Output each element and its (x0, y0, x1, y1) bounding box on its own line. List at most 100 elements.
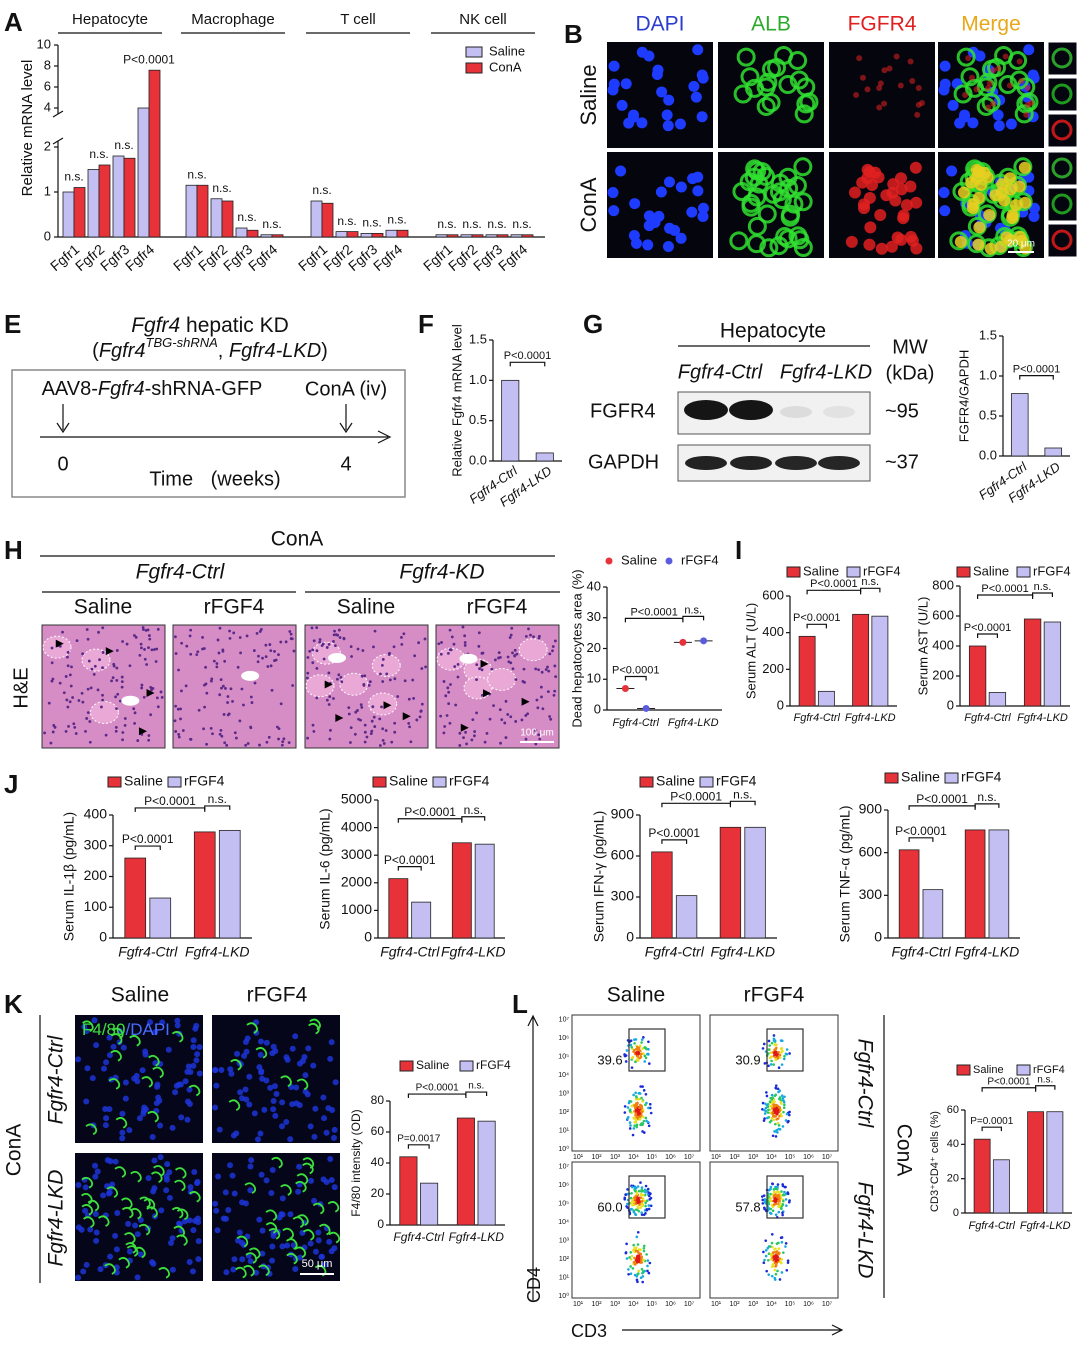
bar (335, 231, 348, 238)
event (637, 1189, 641, 1193)
event (639, 1192, 643, 1196)
bar (817, 690, 835, 707)
event (782, 1057, 786, 1061)
event (773, 1039, 777, 1042)
nucleus (119, 1110, 126, 1117)
y-tick-label: 10⁶ (558, 1182, 569, 1189)
nucleus (244, 743, 248, 747)
significance-label: n.s. (464, 803, 483, 817)
nucleus (204, 665, 207, 669)
bar (485, 234, 498, 238)
nucleus (284, 640, 288, 644)
legend-swatch (459, 1060, 474, 1072)
nucleus (372, 715, 376, 719)
nucleus (212, 659, 216, 663)
macrophage (230, 1059, 242, 1071)
x-tick-label: Fgfr4-Ctrl (393, 1230, 444, 1244)
event (777, 1097, 781, 1101)
event (779, 1100, 783, 1104)
nucleus (253, 1029, 260, 1036)
significance-label: P<0.0001 (416, 1083, 460, 1094)
nucleus (463, 641, 467, 644)
event (631, 1267, 635, 1270)
nucleus (242, 703, 245, 707)
signal (848, 186, 861, 199)
event (785, 1112, 789, 1116)
nucleus (552, 693, 556, 697)
y-tick-label: 10⁵ (558, 1200, 569, 1207)
nucleus (218, 1067, 225, 1074)
significance-bracket (981, 1126, 1002, 1132)
nucleus (296, 1060, 303, 1067)
nucleus (75, 1056, 82, 1063)
event (785, 1268, 789, 1272)
nucleus (342, 636, 346, 640)
nucleus (101, 626, 105, 630)
row-label: Fgfr4-Ctrl (853, 1039, 876, 1129)
event (642, 1213, 646, 1217)
nucleus (213, 1082, 220, 1089)
y-tick-label: 80 (371, 1093, 385, 1107)
event (765, 1091, 768, 1094)
nucleus (149, 1134, 156, 1141)
nucleus (992, 109, 1004, 121)
significance-bracket (908, 805, 976, 810)
nucleus (195, 653, 199, 657)
signal (1024, 101, 1031, 108)
event (762, 1194, 766, 1197)
event (640, 1267, 644, 1271)
event (640, 1258, 643, 1262)
nucleus (696, 111, 708, 123)
y-tick-label: 10⁵ (558, 1053, 569, 1060)
y-tick-label: 10⁶ (558, 1035, 569, 1042)
event (769, 1207, 773, 1211)
y-axis-label: Serum IL-6 (pg/mL) (317, 808, 333, 929)
nucleus (185, 1063, 192, 1070)
event (640, 1211, 643, 1215)
event (634, 1213, 638, 1217)
y-tick-label: 3000 (341, 846, 372, 862)
event (783, 1103, 786, 1107)
event (645, 1253, 648, 1256)
nucleus (231, 1256, 238, 1263)
nucleus (111, 676, 115, 680)
nucleus (246, 742, 250, 745)
band (729, 400, 773, 420)
nucleus (338, 636, 342, 639)
x-tick-label: 10³ (610, 1301, 621, 1308)
cell (756, 166, 776, 186)
event (640, 1256, 643, 1260)
nucleus (1028, 210, 1040, 222)
cell (787, 176, 807, 196)
event (632, 1261, 636, 1264)
signal (972, 238, 985, 251)
cell (998, 75, 1018, 95)
macrophage (296, 1078, 309, 1091)
nucleus (180, 689, 183, 693)
nucleus (411, 678, 415, 682)
event (771, 1205, 775, 1208)
nucleus (94, 1168, 101, 1175)
nucleus (120, 675, 124, 679)
y-tick-label: 10³ (559, 1090, 570, 1097)
significance-label: n.s. (684, 604, 702, 616)
nucleus (315, 626, 319, 630)
nucleus (407, 697, 411, 701)
nucleus (107, 1253, 114, 1260)
significance-label: P<0.0001 (916, 792, 968, 806)
nucleus (116, 692, 120, 696)
nucleus (271, 1083, 278, 1090)
nucleus (51, 730, 55, 734)
event (640, 1052, 643, 1056)
nucleus (93, 1237, 100, 1244)
macrophage (302, 1229, 315, 1241)
signal (907, 58, 914, 65)
nucleus (227, 1162, 234, 1169)
cell (1009, 70, 1029, 90)
event (781, 1202, 785, 1206)
macrophage (258, 1264, 270, 1277)
nucleus (268, 1190, 275, 1197)
nucleus (403, 679, 407, 683)
x-tick-label: Fgfr4 (245, 241, 280, 274)
nucleus (616, 99, 628, 111)
